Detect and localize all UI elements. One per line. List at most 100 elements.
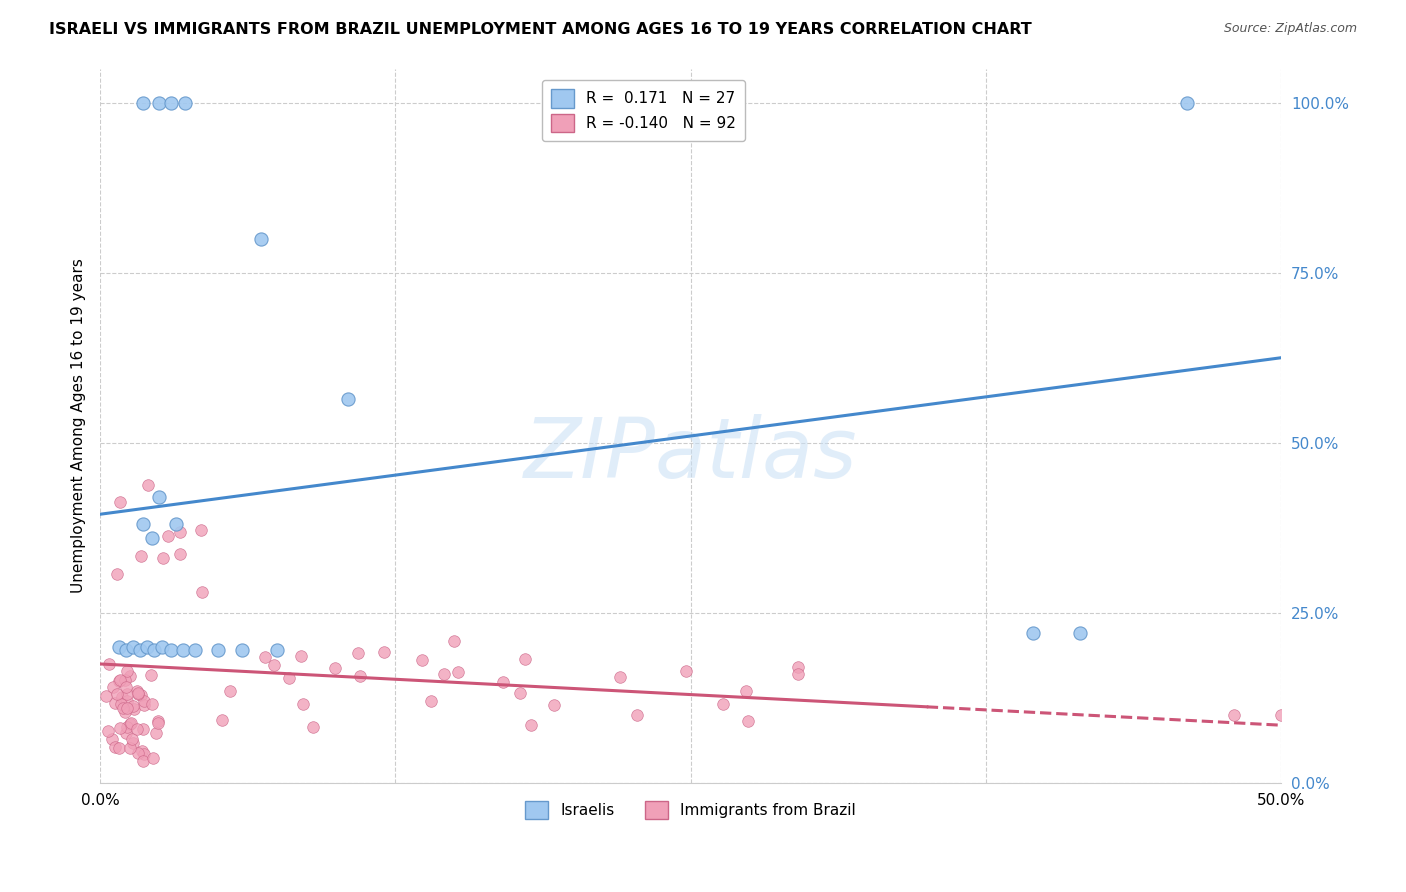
Point [143, 643, 166, 657]
Point [443, 633, 465, 648]
Y-axis label: Unemployment Among Ages 16 to 19 years: Unemployment Among Ages 16 to 19 years [72, 259, 86, 593]
Text: ISRAELI VS IMMIGRANTS FROM BRAZIL UNEMPLOYMENT AMONG AGES 16 TO 19 YEARS CORRELA: ISRAELI VS IMMIGRANTS FROM BRAZIL UNEMPL… [49, 22, 1032, 37]
Point [1069, 626, 1091, 640]
Point [735, 684, 758, 698]
Point [152, 551, 174, 566]
Point [145, 725, 167, 739]
Point [134, 747, 156, 762]
Point [292, 698, 315, 712]
Point [266, 643, 288, 657]
Point [419, 694, 441, 708]
Point [111, 690, 134, 704]
Point [111, 700, 134, 714]
Point [104, 739, 127, 754]
Point [290, 649, 312, 664]
Point [120, 717, 142, 731]
Point [131, 689, 153, 703]
Point [323, 661, 346, 675]
Point [132, 694, 155, 708]
Point [156, 529, 179, 543]
Point [127, 687, 149, 701]
Point [609, 670, 631, 684]
Point [1022, 626, 1045, 640]
Point [131, 95, 153, 110]
Point [148, 490, 170, 504]
Point [121, 699, 143, 714]
Point [172, 643, 194, 657]
Point [509, 686, 531, 700]
Point [301, 720, 323, 734]
Text: Source: ZipAtlas.com: Source: ZipAtlas.com [1223, 22, 1357, 36]
Point [115, 681, 138, 695]
Point [114, 705, 136, 719]
Point [174, 95, 197, 110]
Point [122, 702, 145, 716]
Point [115, 720, 138, 734]
Point [190, 585, 212, 599]
Point [433, 667, 456, 681]
Point [337, 392, 360, 406]
Point [183, 643, 205, 657]
Point [146, 714, 169, 729]
Point [115, 643, 138, 657]
Point [520, 717, 543, 731]
Point [411, 653, 433, 667]
Point [787, 667, 810, 681]
Point [139, 668, 162, 682]
Point [115, 665, 138, 679]
Point [346, 646, 368, 660]
Point [136, 640, 159, 654]
Point [108, 640, 131, 654]
Point [131, 517, 153, 532]
Point [118, 740, 141, 755]
Point [1223, 708, 1246, 723]
Point [737, 714, 759, 728]
Point [104, 696, 127, 710]
Point [121, 731, 143, 746]
Point [169, 525, 191, 540]
Point [148, 716, 170, 731]
Point [349, 669, 371, 683]
Point [207, 643, 229, 657]
Point [131, 549, 153, 563]
Point [160, 643, 183, 657]
Point [254, 650, 277, 665]
Point [138, 478, 160, 492]
Point [515, 652, 537, 666]
Point [132, 722, 155, 736]
Point [105, 687, 128, 701]
Point [131, 744, 153, 758]
Point [127, 686, 149, 700]
Point [711, 697, 734, 711]
Point [98, 657, 121, 672]
Point [105, 566, 128, 581]
Point [117, 694, 139, 708]
Text: ZIPatlas: ZIPatlas [524, 414, 858, 495]
Point [120, 716, 142, 731]
Point [121, 736, 143, 750]
Point [190, 523, 212, 537]
Point [231, 643, 253, 657]
Point [115, 725, 138, 739]
Point [127, 684, 149, 698]
Point [160, 95, 183, 110]
Point [127, 722, 149, 736]
Point [263, 657, 285, 672]
Point [101, 680, 124, 694]
Point [101, 731, 124, 746]
Point [118, 669, 141, 683]
Point [373, 645, 395, 659]
Point [150, 640, 173, 654]
Point [543, 698, 565, 713]
Point [129, 643, 152, 657]
Point [114, 673, 136, 687]
Point [278, 671, 301, 685]
Point [122, 640, 145, 654]
Point [115, 701, 138, 715]
Point [211, 713, 233, 727]
Point [110, 721, 132, 735]
Point [447, 665, 470, 679]
Point [142, 751, 165, 765]
Point [110, 697, 132, 711]
Point [108, 495, 131, 509]
